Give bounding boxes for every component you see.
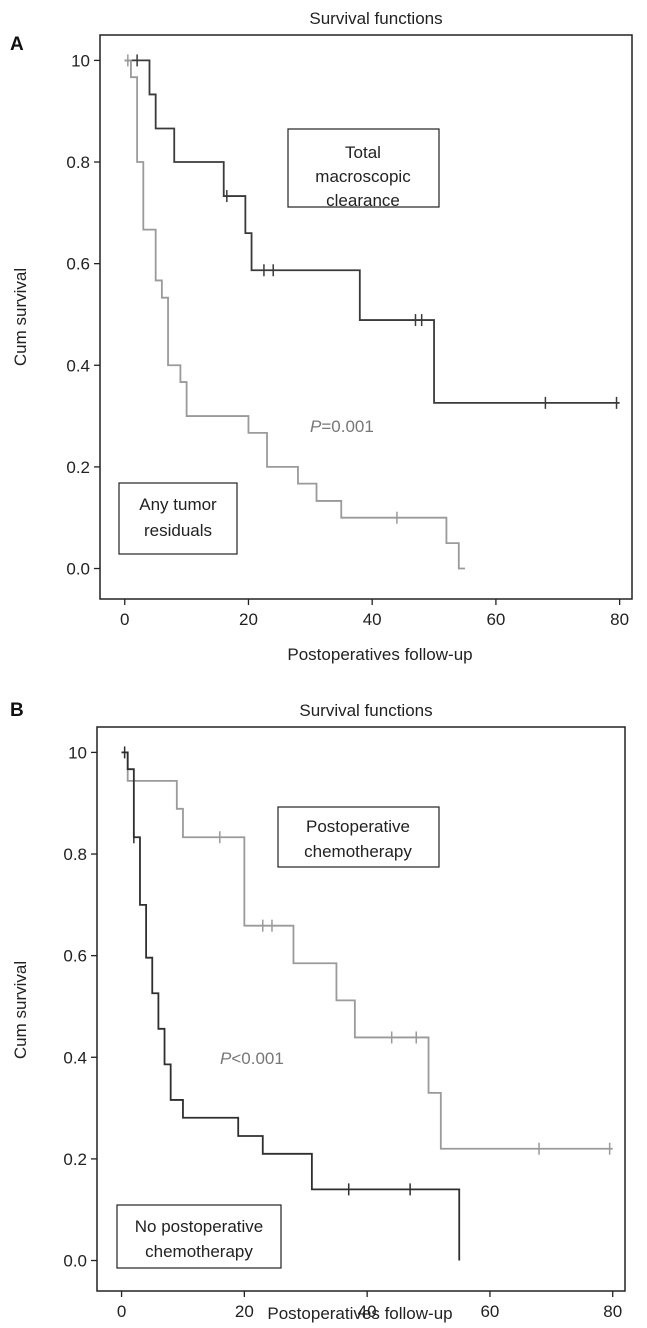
chart-title: Survival functions xyxy=(299,701,432,720)
x-tick-label: 20 xyxy=(239,610,258,629)
x-axis-label: Postoperatives follow-up xyxy=(267,1304,452,1323)
label-box-line: Any tumor xyxy=(139,495,217,514)
label-box-any-tumor-residuals: Any tumor residuals xyxy=(118,482,238,555)
y-axis: 0.0 0.2 0.4 0.6 0.8 10 xyxy=(63,743,97,1271)
panel-a: A Survival functions 0.0 0.2 0.4 0.6 0.8 10 0… xyxy=(10,9,633,664)
survival-curve-1 xyxy=(121,751,461,1261)
x-tick-label: 40 xyxy=(358,1302,377,1321)
label-box-line: chemotherapy xyxy=(304,842,412,861)
label-box-postoperative-chemotherapy: Postoperative chemotherapy xyxy=(277,806,440,868)
survival-curves xyxy=(121,746,613,1261)
survival-curve-0 xyxy=(121,751,613,1150)
x-tick-label: 0 xyxy=(117,1302,126,1321)
x-tick-label: 60 xyxy=(480,1302,499,1321)
panel-label: A xyxy=(10,34,24,55)
x-tick-label: 20 xyxy=(235,1302,254,1321)
y-tick-label: 0.0 xyxy=(66,560,90,579)
y-tick-label: 0.4 xyxy=(63,1048,87,1067)
y-tick-label: 0.6 xyxy=(66,255,90,274)
y-tick-label: 0.8 xyxy=(63,845,87,864)
survival-curve-0 xyxy=(124,59,620,404)
label-box-line: No postoperative xyxy=(135,1217,264,1236)
x-axis: 0 20 40 60 80 xyxy=(117,1291,622,1321)
y-tick-label: 0.2 xyxy=(63,1150,87,1169)
p-symbol: P xyxy=(310,417,322,436)
y-tick-label: 10 xyxy=(71,51,90,70)
label-box-line: residuals xyxy=(144,521,212,540)
x-axis-label: Postoperatives follow-up xyxy=(287,645,472,664)
survival-curves xyxy=(124,54,620,570)
y-tick-label: 0.4 xyxy=(66,356,90,375)
label-box-line: macroscopic xyxy=(315,167,411,186)
y-tick-label: 10 xyxy=(68,743,87,762)
x-tick-label: 80 xyxy=(610,610,629,629)
x-tick-label: 40 xyxy=(363,610,382,629)
p-value-annotation: P=0.001 xyxy=(310,417,374,436)
p-value: =0.001 xyxy=(321,417,373,436)
panel-label: B xyxy=(10,700,24,721)
label-box-line: Total xyxy=(345,143,381,162)
chart-title: Survival functions xyxy=(309,9,442,28)
y-axis-label: Cum survival xyxy=(11,961,30,1059)
label-box-total-macroscopic-clearance: Total macroscopic clearance xyxy=(287,128,440,210)
y-tick-label: 0.8 xyxy=(66,153,90,172)
label-box-line: Postoperative xyxy=(306,817,410,836)
y-tick-label: 0.0 xyxy=(63,1252,87,1271)
label-box-frame xyxy=(287,128,440,208)
x-axis: 0 20 40 60 80 xyxy=(120,599,629,629)
y-tick-label: 0.6 xyxy=(63,947,87,966)
y-tick-label: 0.2 xyxy=(66,458,90,477)
panel-b: B Survival functions 0.0 0.2 0.4 0.6 0.8 10 0… xyxy=(10,700,626,1323)
plot-frame xyxy=(99,34,633,600)
label-box-line: chemotherapy xyxy=(145,1242,253,1261)
p-symbol: P xyxy=(220,1049,232,1068)
x-tick-label: 80 xyxy=(603,1302,622,1321)
p-value: <0.001 xyxy=(231,1049,283,1068)
label-box-frame xyxy=(116,1204,282,1269)
x-tick-label: 0 xyxy=(120,610,129,629)
label-box-frame xyxy=(118,482,238,555)
plot-frame xyxy=(96,726,626,1292)
x-tick-label: 60 xyxy=(486,610,505,629)
y-axis-label: Cum survival xyxy=(11,268,30,366)
y-axis: 0.0 0.2 0.4 0.6 0.8 10 xyxy=(66,51,100,579)
p-value-annotation: P<0.001 xyxy=(220,1049,284,1068)
survival-curve-1 xyxy=(124,59,465,570)
label-box-line: clearance xyxy=(326,191,400,210)
label-box-no-postoperative-chemotherapy: No postoperative chemotherapy xyxy=(116,1204,282,1269)
label-box-frame xyxy=(277,806,440,868)
